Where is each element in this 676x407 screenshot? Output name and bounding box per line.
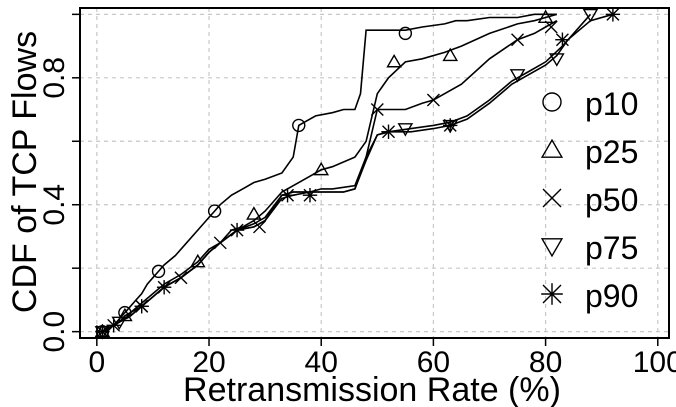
series-line-p75 (102, 13, 592, 333)
marker-circle (398, 26, 413, 41)
marker-asterisk (381, 124, 396, 139)
legend-label-p90: p90 (585, 278, 638, 314)
y-tick-label: 0.8 (38, 57, 71, 99)
series-p10 (95, 13, 557, 339)
grid-lines (80, 8, 669, 338)
marker-x (511, 33, 525, 47)
marker-asterisk (605, 7, 621, 22)
series-layer (94, 7, 621, 340)
marker-asterisk (229, 222, 245, 238)
legend-label-p50: p50 (585, 182, 638, 218)
x-tick-label: 0 (88, 346, 105, 379)
y-axis-label: CDF of TCP Flows (6, 31, 44, 313)
series-line-p90 (102, 13, 614, 333)
marker-triangle-up (442, 47, 459, 62)
x-tick-label: 20 (192, 346, 225, 379)
x-axis-ticks: 0 20 40 60 80 100 (88, 338, 676, 379)
marker-x (370, 103, 384, 117)
plot-frame (79, 7, 670, 339)
x-tick-label: 60 (417, 346, 450, 379)
marker-asterisk (555, 32, 570, 47)
marker-asterisk (302, 188, 318, 203)
marker-triangle-up (386, 53, 402, 68)
marker-circle (292, 118, 306, 133)
marker-asterisk (443, 118, 458, 133)
legend-label-p75: p75 (585, 230, 638, 266)
marker-triangle-up (313, 161, 330, 176)
marker-x (426, 93, 440, 107)
y-axis-ticks: 0.0 0.4 0.8 (38, 13, 80, 353)
marker-x (253, 220, 266, 234)
legend-label-p10: p10 (585, 86, 638, 122)
series-line-p10 (102, 13, 557, 333)
marker-x (544, 20, 558, 34)
series-p75 (94, 8, 599, 340)
series-line-p50 (102, 20, 558, 333)
marker-asterisk (541, 283, 563, 305)
marker-asterisk (95, 324, 110, 339)
marker-asterisk (280, 188, 295, 203)
series-p90 (95, 7, 621, 339)
series-p50 (95, 20, 558, 339)
marker-triangle-down (509, 69, 526, 83)
x-tick-label: 40 (305, 346, 338, 379)
marker-circle (542, 92, 562, 112)
marker-triangle-down (397, 123, 414, 137)
marker-triangle-down (582, 8, 599, 23)
marker-triangle-down (548, 53, 565, 67)
marker-triangle-up (246, 206, 262, 220)
marker-triangle-up (540, 138, 564, 158)
marker-x (542, 188, 562, 208)
legend: p10 p25 p50 p75 p90 (540, 86, 638, 314)
marker-asterisk (156, 280, 172, 295)
marker-circle (151, 264, 166, 279)
legend-label-p25: p25 (585, 134, 638, 170)
marker-triangle-down (540, 238, 564, 258)
x-tick-label: 80 (529, 346, 562, 379)
x-tick-label: 100 (633, 346, 676, 379)
y-tick-label: 0.0 (38, 311, 71, 353)
marker-asterisk (106, 318, 121, 333)
marker-circle (207, 204, 222, 218)
y-tick-label: 0.4 (38, 184, 71, 226)
x-axis-label: Retransmission Rate (%) (183, 371, 561, 407)
marker-asterisk (134, 299, 149, 314)
